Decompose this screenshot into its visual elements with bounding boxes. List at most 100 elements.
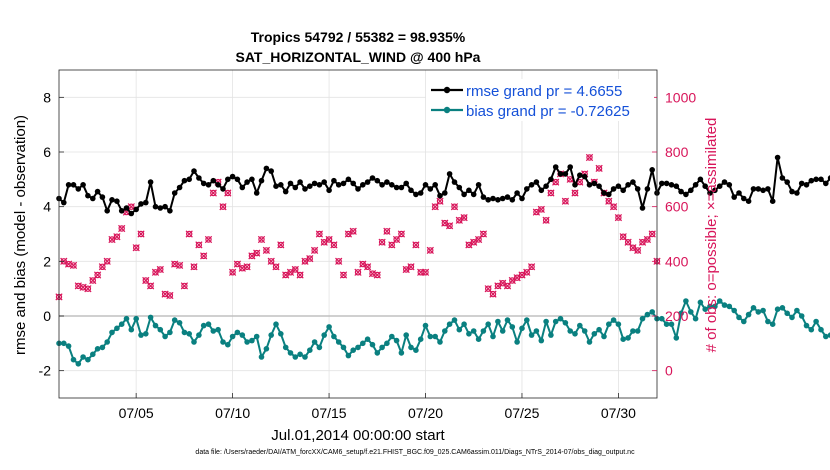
obs-possible-marker [436, 197, 444, 205]
rmse-point [171, 190, 178, 196]
bias-point [278, 331, 284, 337]
obs-assimilated-marker [315, 230, 324, 238]
bias-point [181, 329, 188, 336]
obs-possible-marker [407, 263, 415, 270]
obs-possible-marker [263, 247, 270, 254]
rmse-point [625, 182, 631, 188]
rmse-point [205, 182, 212, 188]
bias-point [630, 328, 636, 334]
bias-point [94, 346, 101, 352]
bias-point [200, 322, 207, 329]
rmse-point [808, 177, 815, 184]
obs-assimilated-marker [257, 235, 266, 244]
obs-point [634, 246, 642, 255]
obs-point [537, 205, 545, 214]
obs-assimilated-marker [421, 268, 430, 276]
data-file-footnote: data file: /Users/raeder/DAI/ATM_forcXX/… [195, 449, 635, 456]
chart-title: Tropics 54792 / 55382 = 98.935% [251, 29, 466, 45]
rmse-point [249, 176, 255, 183]
obs-point [93, 271, 102, 279]
rmse-point [316, 182, 323, 188]
obs-possible-marker [147, 282, 154, 290]
obs-assimilated-marker [253, 249, 261, 257]
y-tick-label-right: 800 [665, 144, 689, 160]
obs-assimilated-marker [306, 254, 314, 263]
obs-point [527, 263, 536, 271]
obs-possible-marker [485, 285, 492, 292]
bias-point [784, 310, 790, 317]
rmse-point [398, 184, 405, 191]
bias-point [311, 339, 318, 345]
legend-bias-label: bias grand pr = -0.72625 [466, 103, 630, 120]
rmse-point [692, 182, 699, 188]
obs-assimilated-marker [397, 230, 406, 238]
rmse-point [282, 188, 289, 195]
rmse-point [446, 171, 453, 177]
rmse-point [273, 183, 279, 189]
obs-assimilated-marker [195, 241, 203, 249]
rmse-point [321, 179, 328, 185]
bias-point [798, 313, 805, 319]
obs-point [185, 230, 193, 238]
bias-point [702, 306, 708, 313]
obs-point [200, 252, 208, 260]
bias-point [490, 333, 496, 340]
obs-assimilated-marker [479, 230, 488, 238]
rmse-point [649, 167, 655, 173]
obs-possible-marker [644, 236, 651, 243]
obs-assimilated-marker [132, 244, 140, 252]
bias-point [716, 298, 723, 304]
rmse-point [186, 176, 192, 183]
bias-point [736, 314, 742, 321]
bias-point [427, 333, 434, 340]
y-axis-label-left: rmse and bias (model - observation) [12, 115, 29, 355]
bias-point [721, 302, 728, 308]
bias-point [615, 321, 622, 328]
rmse-point [456, 184, 463, 191]
rmse-point [90, 195, 96, 202]
bias-point [422, 322, 429, 329]
obs-possible-marker [595, 165, 603, 172]
rmse-point [403, 180, 410, 187]
bias-point [601, 333, 607, 340]
rmse-point [610, 186, 617, 192]
obs-possible-marker [243, 263, 251, 270]
bias-point [167, 329, 173, 336]
obs-assimilated-marker [209, 189, 217, 197]
bias-point [789, 314, 795, 321]
rmse-point [104, 208, 110, 214]
bias-point [625, 335, 631, 341]
obs-point [310, 246, 319, 255]
bias-point [350, 347, 357, 354]
bias-point [818, 326, 824, 333]
rmse-point [61, 199, 67, 206]
obs-assimilated-marker [407, 263, 415, 271]
bias-point [485, 321, 492, 328]
bias-point [191, 339, 197, 345]
bias-point [307, 347, 313, 354]
obs-assimilated-marker [69, 261, 78, 270]
obs-point [272, 263, 280, 271]
obs-possible-marker [99, 263, 106, 270]
bias-point [408, 344, 414, 351]
bias-point [649, 309, 655, 315]
obs-possible-marker [306, 255, 313, 262]
bias-point [567, 328, 573, 334]
bias-point [456, 326, 463, 333]
obs-point [595, 164, 603, 173]
bias-point [586, 339, 593, 345]
obs-point [209, 189, 217, 197]
obs-assimilated-marker [200, 252, 208, 260]
bias-point [225, 341, 231, 348]
rmse-point [278, 182, 284, 188]
rmse-point [65, 182, 72, 188]
bias-point [403, 332, 410, 338]
bias-point [663, 321, 670, 328]
obs-possible-marker [296, 271, 304, 279]
rmse-point [509, 197, 516, 203]
rmse-point [620, 187, 626, 194]
bias-point [442, 328, 448, 334]
rmse-point [528, 182, 535, 188]
obs-assimilated-marker [156, 265, 164, 274]
legend: rmse grand pr = 4.6655 bias grand pr = -… [426, 79, 654, 121]
